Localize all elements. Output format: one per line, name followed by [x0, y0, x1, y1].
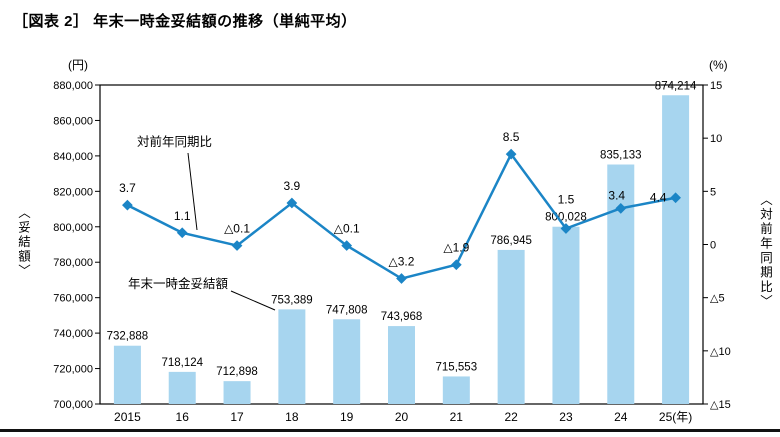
bar-19	[333, 319, 361, 404]
annotation-bar-label: 年末一時金妥結額	[128, 276, 229, 291]
left-tick-label: 720,000	[53, 364, 93, 376]
x-tick-label: 16	[176, 410, 190, 424]
line-marker-17	[231, 240, 243, 251]
x-tick-label: 18	[285, 410, 299, 424]
left-tick-label: 780,000	[53, 257, 93, 269]
right-tick-label: 15	[710, 80, 722, 92]
x-tick-label: 20	[395, 410, 409, 424]
right-tick-label: 10	[710, 133, 722, 145]
line-value-label: 3.4	[608, 188, 625, 202]
x-tick-label: 24	[614, 410, 628, 424]
right-tick-label: 5	[710, 186, 716, 198]
line-value-label: 1.1	[174, 209, 191, 223]
right-tick-label: △5	[710, 293, 725, 305]
left-axis-title: 〈妥結額〉	[16, 206, 30, 279]
bar-16	[168, 371, 196, 404]
right-tick-label: 0	[710, 240, 716, 252]
x-tick-label: 22	[504, 410, 518, 424]
bar-22	[497, 249, 525, 404]
line-marker-24	[615, 202, 627, 214]
left-tick-label: 860,000	[53, 115, 93, 127]
x-tick-label: 23	[559, 410, 573, 424]
annotation-leader-line	[187, 152, 198, 231]
bar-21	[442, 376, 470, 404]
bar-value-label: 786,945	[490, 235, 532, 247]
bar-17	[223, 381, 251, 404]
bar-value-label: 743,968	[381, 311, 423, 323]
bar-25	[662, 95, 690, 404]
figure-title: ［図表 2］ 年末一時金妥結額の推移（単純平均）	[13, 13, 357, 30]
line-marker-25	[670, 192, 681, 204]
line-marker-19	[341, 240, 353, 251]
line-value-label: △0.1	[334, 222, 360, 236]
left-tick-label: 820,000	[53, 186, 93, 198]
bar-value-label: 732,888	[107, 331, 149, 343]
line-value-label: 4.4	[650, 191, 667, 205]
line-marker-23	[560, 223, 572, 234]
right-tick-label: △10	[710, 346, 731, 358]
line-value-label: △0.1	[224, 222, 250, 236]
annotation-leader-line	[230, 290, 276, 311]
line-marker-2015	[122, 199, 133, 211]
line-value-label: 1.5	[558, 193, 575, 207]
x-tick-label: 21	[450, 410, 464, 424]
bar-23	[552, 226, 580, 404]
bar-20	[388, 326, 415, 404]
x-tick-label: 2015	[114, 410, 141, 424]
bar-value-label: 712,898	[216, 366, 258, 378]
bonus-settlement-chart: (円) (%) 880,000 860,000 840,000 820,000 800,00…	[53, 58, 731, 424]
line-value-label: △1.9	[443, 241, 469, 255]
left-axis-unit: (円)	[68, 58, 88, 72]
line-value-label: △3.2	[389, 255, 415, 269]
right-axis-title: 〈対前年同期比〉	[758, 193, 772, 309]
bar-value-label: 874,214	[655, 80, 697, 92]
bottom-rule	[0, 429, 780, 432]
bar-value-label: 747,808	[326, 304, 368, 316]
x-tick-label: 25(年)	[659, 410, 692, 424]
x-tick-label: 17	[230, 410, 244, 424]
line-marker-18	[286, 197, 298, 209]
x-tick-label: 19	[340, 410, 354, 424]
left-tick-label: 880,000	[53, 80, 93, 92]
left-tick-label: 800,000	[53, 222, 93, 234]
bar-18	[278, 309, 306, 404]
line-value-label: 3.9	[284, 179, 301, 193]
annotation-line-label: 対前年同期比	[137, 134, 212, 149]
line-marker-21	[450, 259, 462, 271]
line-marker-22	[505, 148, 517, 160]
line-value-label: 3.7	[119, 181, 136, 195]
line-marker-20	[396, 273, 407, 284]
line-marker-16	[176, 227, 188, 239]
line-value-label: 8.5	[503, 130, 520, 144]
bar-2015	[113, 345, 141, 404]
left-tick-label: 760,000	[53, 293, 93, 305]
left-tick-label: 840,000	[53, 151, 93, 163]
bar-value-label: 753,389	[271, 294, 313, 306]
bar-value-label: 715,553	[436, 361, 478, 373]
left-tick-label: 700,000	[53, 399, 93, 411]
left-tick-label: 740,000	[53, 328, 93, 340]
bar-value-label: 718,124	[161, 357, 203, 369]
bar-value-label: 835,133	[600, 150, 642, 162]
right-tick-label: △15	[710, 399, 731, 411]
right-axis-unit: (%)	[709, 58, 728, 72]
